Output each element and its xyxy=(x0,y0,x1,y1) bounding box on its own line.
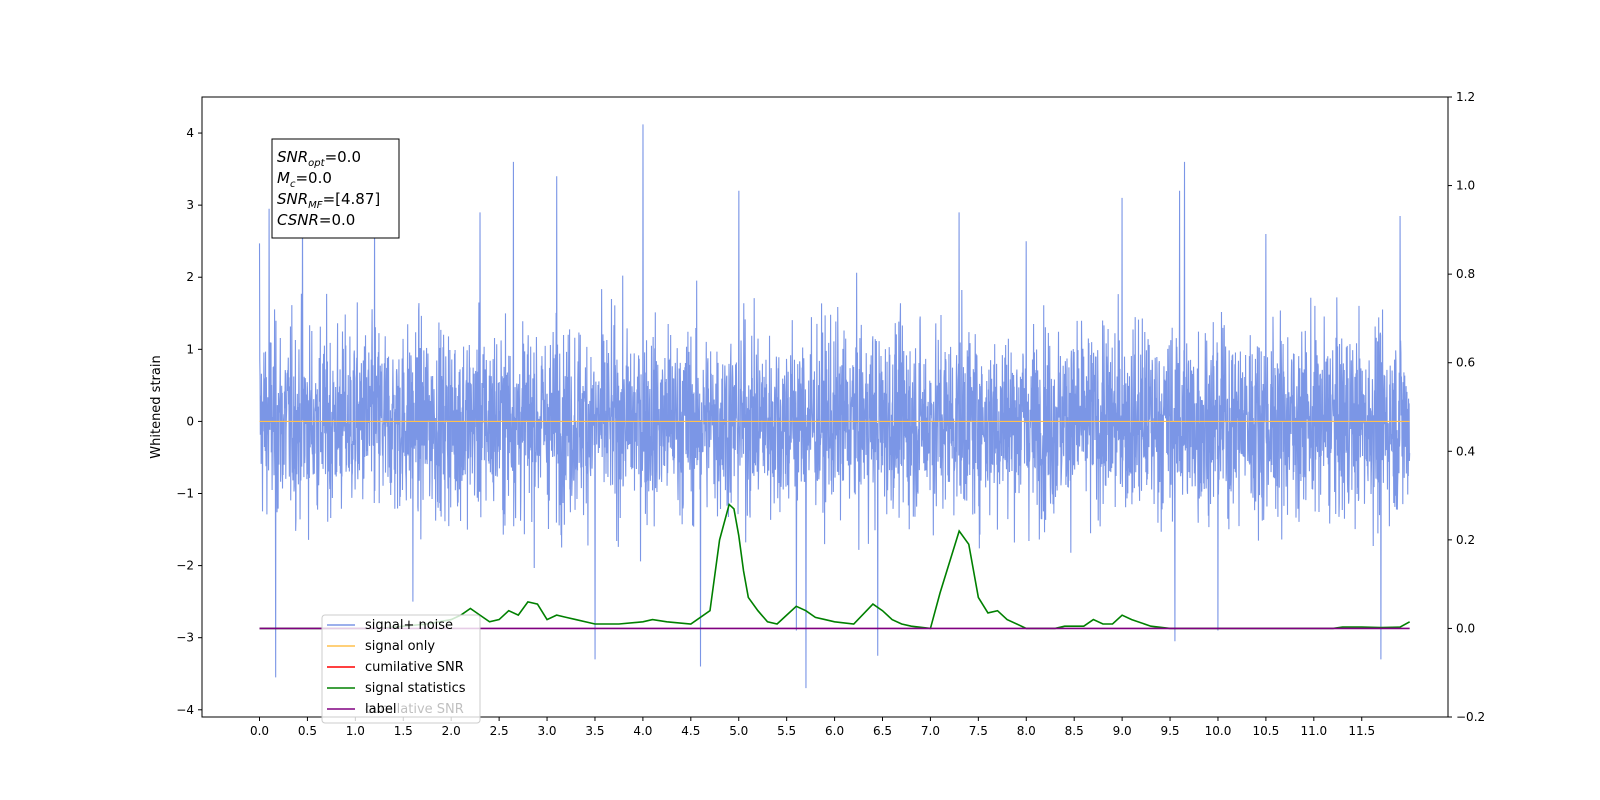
series-signal-statistics-line xyxy=(259,502,1411,630)
y-tick-label: 4 xyxy=(186,126,194,140)
y2-tick-label: −0.2 xyxy=(1456,710,1485,724)
x-tick-label: 7.5 xyxy=(969,724,988,738)
y2-tick-label: 1.2 xyxy=(1456,90,1475,104)
x-tick-label: 9.5 xyxy=(1160,724,1179,738)
x-tick-label: 5.5 xyxy=(777,724,796,738)
y2-tick-label: 1.0 xyxy=(1456,179,1475,193)
series-layer xyxy=(258,124,1411,689)
y-tick-label: 0 xyxy=(186,414,194,428)
y2-tick-label: 0.6 xyxy=(1456,356,1475,370)
series-signal-noise-line xyxy=(258,124,1411,689)
x-tick-label: 3.5 xyxy=(585,724,604,738)
annotation-frame xyxy=(271,138,400,239)
x-axis: 0.0 0.5 1.0 1.5 2.0 2.5 3.0 3.5 4.0 4.5 5.0 5.5 6.0 6… xyxy=(250,717,1375,738)
x-tick-label: 5.0 xyxy=(729,724,748,738)
x-tick-label: 0.0 xyxy=(250,724,269,738)
x-tick-label: 6.0 xyxy=(825,724,844,738)
y2-tick-label: 0.4 xyxy=(1456,444,1475,458)
x-tick-label: 0.5 xyxy=(298,724,317,738)
y2-tick-label: 0.8 xyxy=(1456,267,1475,281)
y-tick-label: −4 xyxy=(176,703,194,717)
y-tick-label: −3 xyxy=(176,631,194,645)
x-tick-label: 1.5 xyxy=(394,724,413,738)
x-tick-label: 11.5 xyxy=(1348,724,1375,738)
annotation-line: CSNR=0.0 xyxy=(277,211,355,229)
x-tick-label: 10.0 xyxy=(1205,724,1232,738)
legend-label: signal statistics xyxy=(365,681,466,696)
legend-label: cumilative SNR xyxy=(365,660,464,675)
legend-frame xyxy=(321,614,481,724)
legend-label: label xyxy=(365,702,396,717)
x-tick-label: 8.0 xyxy=(1017,724,1036,738)
legend: cumilative SNR signal+ noise signal only cu… xyxy=(321,614,481,724)
x-tick-label: 10.5 xyxy=(1253,724,1280,738)
x-tick-label: 8.5 xyxy=(1065,724,1084,738)
y-axis-right: 1.2 1.0 0.8 0.6 0.4 0.2 0.0 −0.2 xyxy=(1448,90,1485,724)
annotation-line: SNRopt=0.0 xyxy=(277,148,361,169)
x-tick-label: 1.0 xyxy=(346,724,365,738)
y2-tick-label: 0.2 xyxy=(1456,533,1475,547)
y-tick-label: 2 xyxy=(186,270,194,284)
y2-tick-label: 0.0 xyxy=(1456,621,1475,635)
annotation-line: SNRMF=[4.87] xyxy=(277,190,380,211)
y-axis-label: Whitened strain xyxy=(149,355,164,458)
y-tick-label: 3 xyxy=(186,198,194,212)
y-tick-label: −2 xyxy=(176,559,194,573)
y-tick-label: 1 xyxy=(186,342,194,356)
x-tick-label: 6.5 xyxy=(873,724,892,738)
legend-label: signal only xyxy=(365,639,435,654)
y-axis-left: 4 3 2 1 0 −1 −2 −3 −4 xyxy=(176,126,202,717)
x-tick-label: 3.0 xyxy=(537,724,556,738)
x-tick-label: 4.5 xyxy=(681,724,700,738)
legend-ghost-label: cumilative SNR xyxy=(365,702,464,717)
x-tick-label: 7.0 xyxy=(921,724,940,738)
x-tick-label: 2.5 xyxy=(490,724,509,738)
x-tick-label: 4.0 xyxy=(633,724,652,738)
legend-label: signal+ noise xyxy=(365,618,453,633)
x-tick-label: 9.0 xyxy=(1113,724,1132,738)
y-tick-label: −1 xyxy=(176,487,194,501)
x-tick-label: 11.0 xyxy=(1300,724,1327,738)
x-tick-label: 2.0 xyxy=(442,724,461,738)
annotation-line: Mc=0.0 xyxy=(277,169,332,190)
axes-frame xyxy=(201,96,1449,718)
